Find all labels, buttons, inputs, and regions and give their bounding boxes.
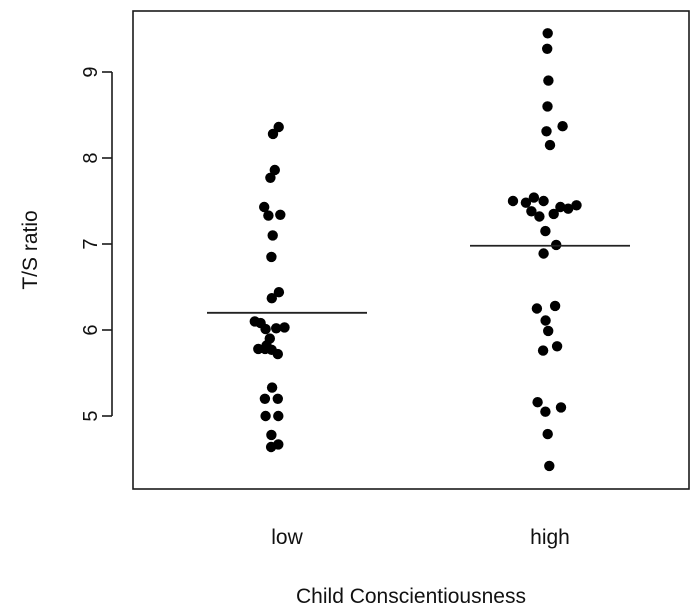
point-high-9 [528,192,540,203]
point-high-5 [541,126,552,137]
y-tick-label-8: 8 [80,152,102,163]
point-low-15 [260,323,271,335]
point-high-4 [557,121,568,132]
point-low-24 [272,393,283,404]
point-low-9 [273,287,285,298]
point-low-26 [273,410,284,422]
point-high-26 [532,397,543,408]
point-low-25 [260,410,271,422]
point-high-25 [537,345,549,356]
point-high-0 [542,28,553,39]
point-high-30 [544,460,555,472]
point-low-5 [275,209,286,220]
point-low-27 [266,429,277,441]
y-tick-label-5: 5 [80,410,102,421]
point-high-10 [538,195,549,207]
y-axis: 5 6 7 8 9 [80,66,113,422]
x-axis-title: Child Conscientiousness [296,585,526,608]
point-high-21 [549,300,561,312]
y-tick-label-7: 7 [80,238,102,249]
point-high-19 [538,248,549,259]
point-high-20 [531,303,543,314]
point-high-16 [563,203,574,214]
x-category-label-high: high [530,526,570,549]
y-tick-label-9: 9 [80,66,102,77]
point-low-7 [267,230,278,241]
point-low-0 [273,121,284,133]
point-high-12 [571,200,582,211]
point-high-14 [548,208,559,220]
point-low-21 [266,344,277,355]
point-high-24 [551,341,563,352]
point-low-14 [271,323,282,334]
point-high-8 [520,197,532,208]
point-low-22 [266,382,278,393]
point-high-15 [534,211,545,222]
point-high-27 [555,402,567,413]
point-low-10 [266,293,277,304]
point-high-2 [543,75,554,86]
point-low-23 [259,393,271,404]
plot-frame [132,10,690,490]
data-marks [207,28,630,472]
point-high-28 [540,406,551,417]
point-high-3 [542,101,553,112]
point-low-2 [269,164,280,176]
point-low-29 [265,441,277,453]
point-low-4 [259,201,270,213]
x-category-label-low: low [271,526,303,549]
point-low-1 [267,128,279,140]
point-high-7 [507,195,519,207]
point-high-29 [542,428,553,440]
y-tick-label-6: 6 [80,324,102,335]
point-high-1 [542,43,553,54]
point-high-17 [540,225,551,237]
point-low-8 [266,251,277,263]
point-high-13 [526,206,537,217]
point-low-13 [279,322,290,333]
point-high-11 [555,201,566,213]
point-low-6 [263,210,274,221]
point-high-23 [543,325,554,337]
point-high-6 [544,139,556,151]
point-low-3 [265,172,276,183]
y-axis-title: T/S ratio [19,210,42,289]
point-high-22 [540,315,551,326]
